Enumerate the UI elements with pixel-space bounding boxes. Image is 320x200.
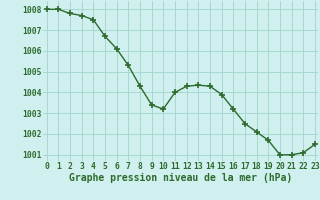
X-axis label: Graphe pression niveau de la mer (hPa): Graphe pression niveau de la mer (hPa) <box>69 173 292 183</box>
